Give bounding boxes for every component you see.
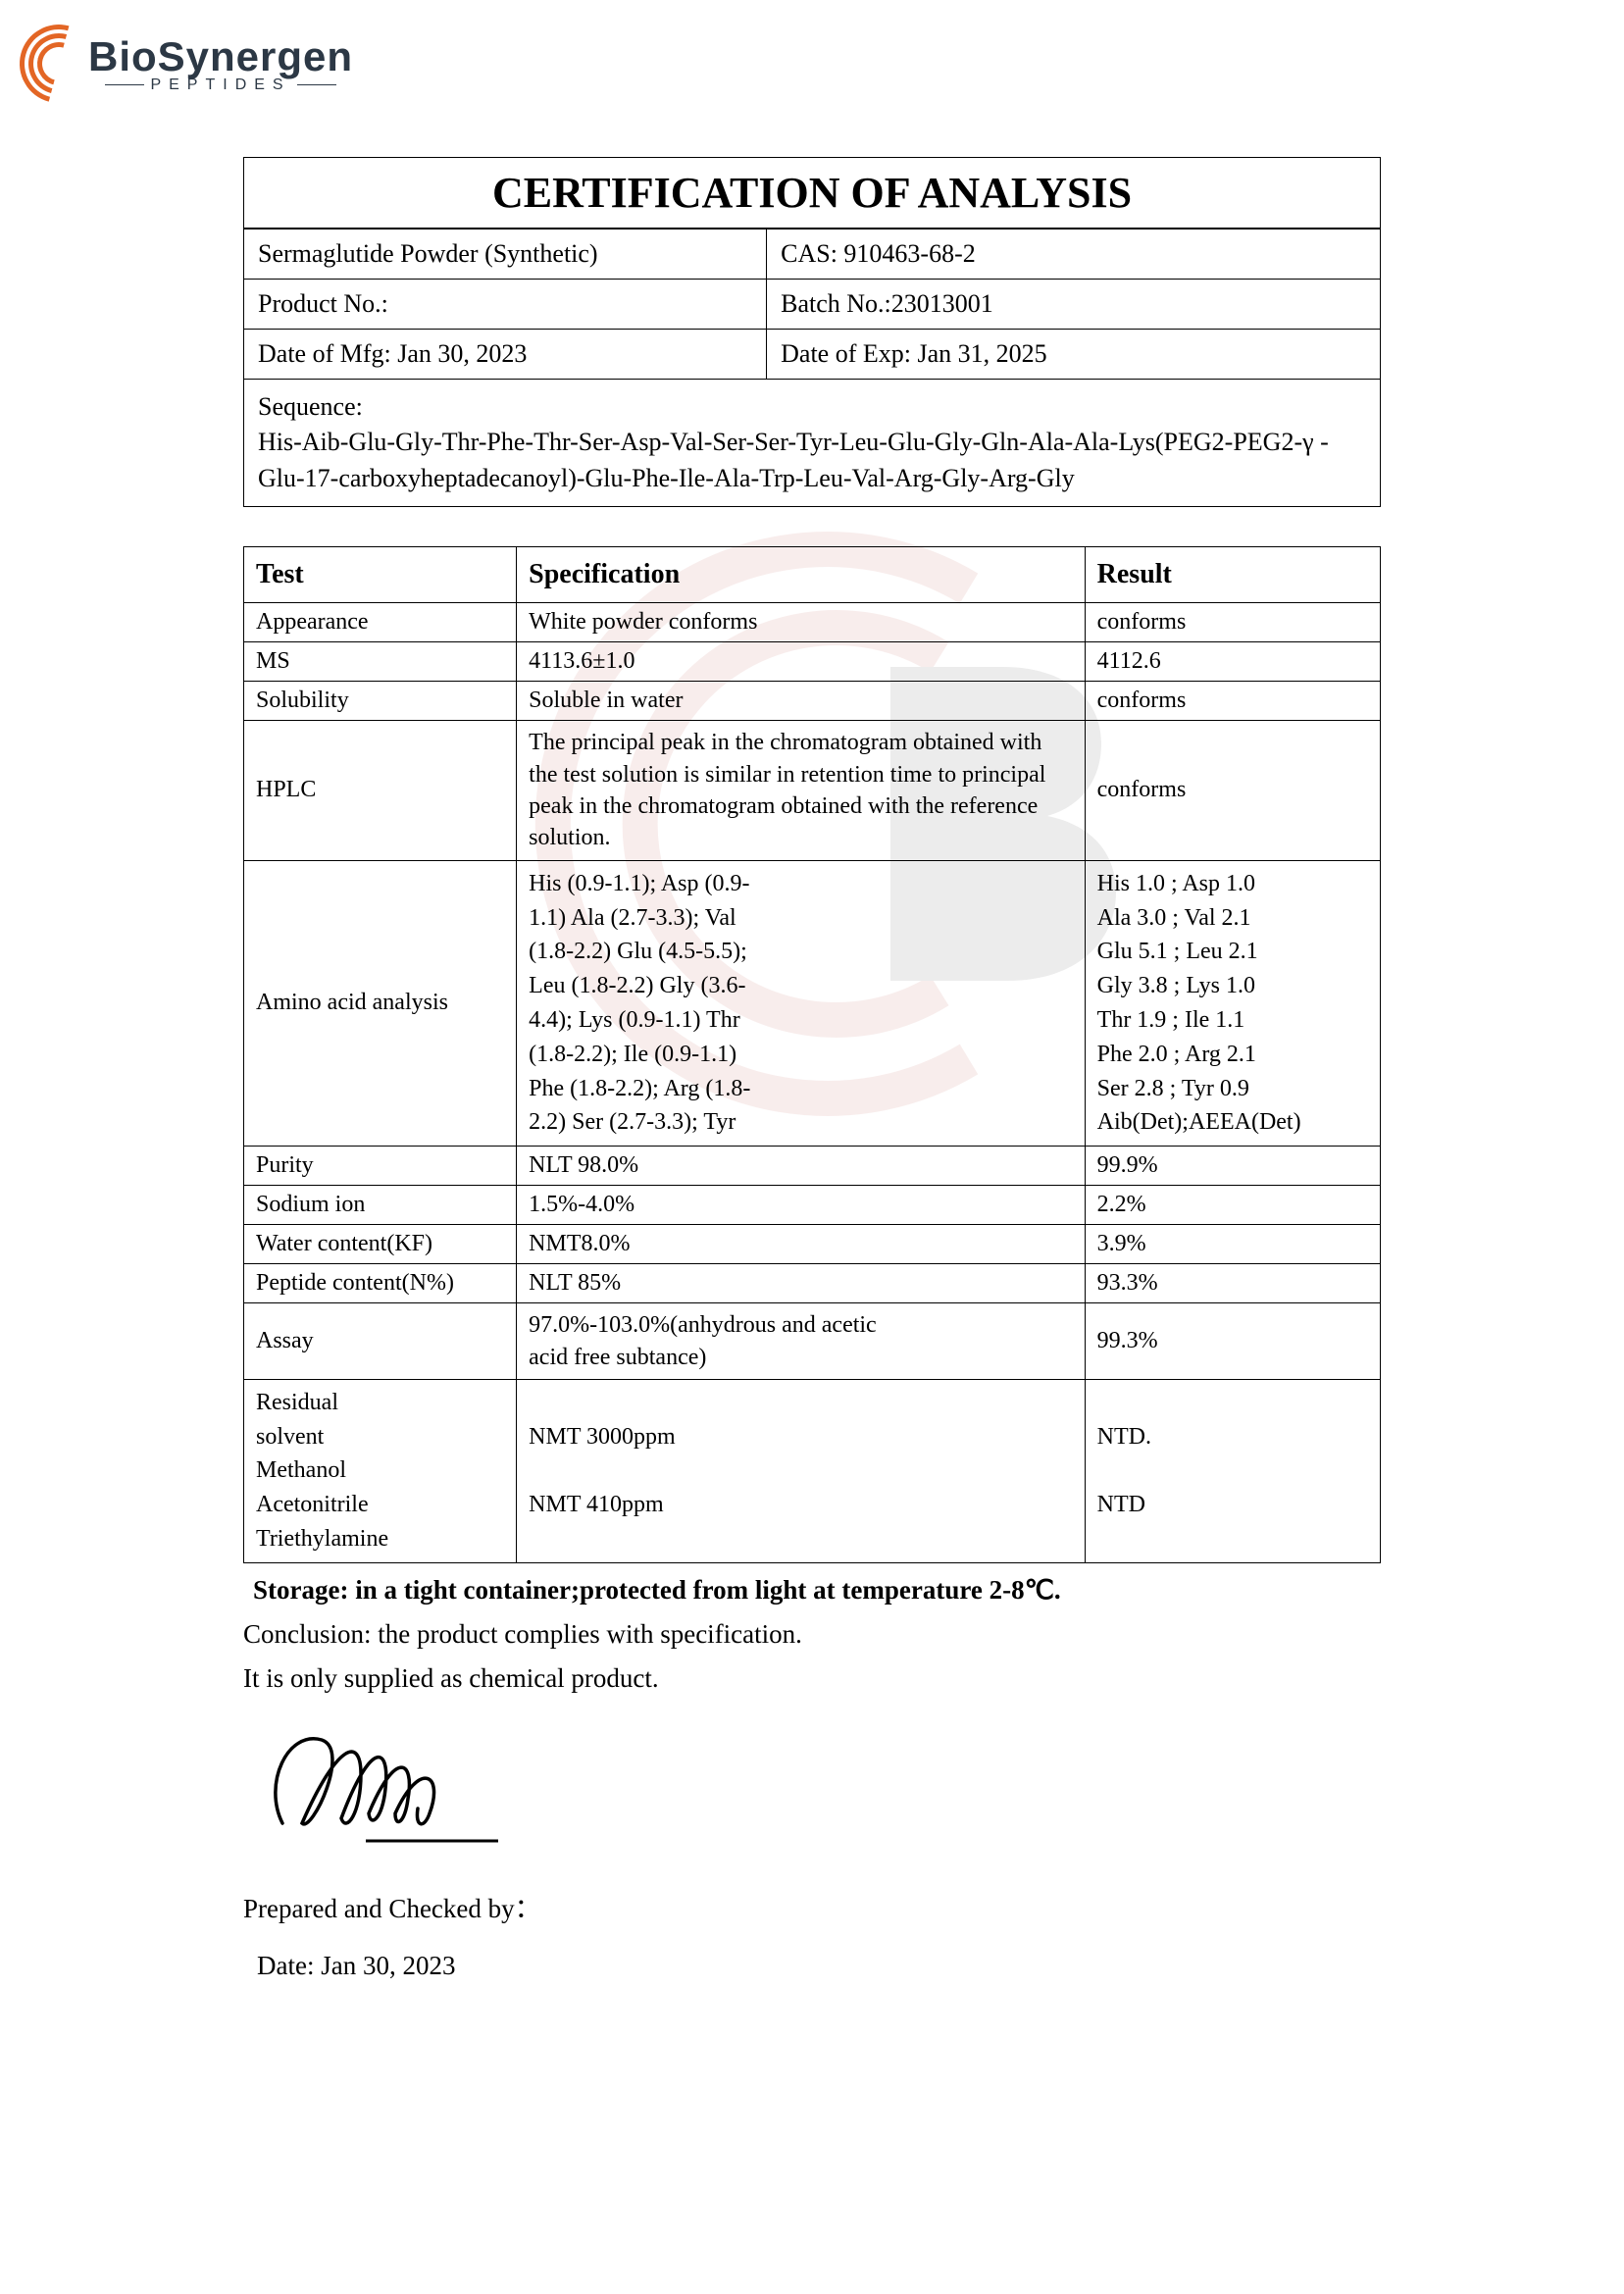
logo-arcs-icon: [20, 25, 98, 103]
result-cell: conforms: [1085, 682, 1380, 721]
test-cell: Assay: [244, 1303, 517, 1380]
storage-line: Storage: in a tight container;protected …: [243, 1575, 1381, 1606]
product-no: Product No.:: [244, 280, 767, 330]
spec-cell: NMT 3000ppm NMT 410ppm: [517, 1379, 1086, 1562]
spec-cell: 1.5%-4.0%: [517, 1186, 1086, 1225]
test-cell: Solubility: [244, 682, 517, 721]
test-cell: Residual solvent Methanol Acetonitrile T…: [244, 1379, 517, 1562]
spec-cell: NLT 85%: [517, 1264, 1086, 1303]
table-row: Purity NLT 98.0% 99.9%: [244, 1147, 1381, 1186]
test-cell: Amino acid analysis: [244, 860, 517, 1146]
test-cell: Peptide content(N%): [244, 1264, 517, 1303]
spec-cell: The principal peak in the chromatogram o…: [517, 721, 1086, 861]
test-cell: HPLC: [244, 721, 517, 861]
result-cell: His 1.0 ; Asp 1.0 Ala 3.0 ; Val 2.1 Glu …: [1085, 860, 1380, 1146]
signature-icon: [253, 1715, 508, 1862]
result-cell: 99.3%: [1085, 1303, 1380, 1380]
col-header-spec: Specification: [517, 547, 1086, 603]
test-cell: Appearance: [244, 603, 517, 642]
document-title: CERTIFICATION OF ANALYSIS: [244, 158, 1380, 229]
table-row: Solubility Soluble in water conforms: [244, 682, 1381, 721]
spec-cell: Soluble in water: [517, 682, 1086, 721]
spec-cell: 97.0%-103.0%(anhydrous and acetic acid f…: [517, 1303, 1086, 1380]
exp-date: Date of Exp: Jan 31, 2025: [767, 330, 1381, 380]
table-row: Appearance White powder conforms conform…: [244, 603, 1381, 642]
results-table: Test Specification Result Appearance Whi…: [243, 546, 1381, 1563]
logo-subtitle: PEPTIDES: [88, 76, 353, 94]
sequence-value: His-Aib-Glu-Gly-Thr-Phe-Thr-Ser-Asp-Val-…: [258, 428, 1329, 491]
footer-date: Date: Jan 30, 2023: [257, 1951, 1381, 1981]
result-cell: 4112.6: [1085, 642, 1380, 682]
spec-cell: NMT8.0%: [517, 1225, 1086, 1264]
signature-block: [253, 1715, 1381, 1867]
result-cell: conforms: [1085, 603, 1380, 642]
cas-number: CAS: 910463-68-2: [767, 229, 1381, 280]
col-header-test: Test: [244, 547, 517, 603]
batch-no: Batch No.:23013001: [767, 280, 1381, 330]
table-row: Residual solvent Methanol Acetonitrile T…: [244, 1379, 1381, 1562]
table-row: Water content(KF) NMT8.0% 3.9%: [244, 1225, 1381, 1264]
spec-cell: White powder conforms: [517, 603, 1086, 642]
test-cell: Purity: [244, 1147, 517, 1186]
spec-cell: His (0.9-1.1); Asp (0.9- 1.1) Ala (2.7-3…: [517, 860, 1086, 1146]
table-row: MS 4113.6±1.0 4112.6: [244, 642, 1381, 682]
logo-brand-text: BioSynergen: [88, 33, 353, 80]
spec-cell: 4113.6±1.0: [517, 642, 1086, 682]
result-cell: 2.2%: [1085, 1186, 1380, 1225]
supply-line: It is only supplied as chemical product.: [243, 1663, 1381, 1694]
prepared-by-line: Prepared and Checked by：: [243, 1887, 1381, 1925]
mfg-date: Date of Mfg: Jan 30, 2023: [244, 330, 767, 380]
table-row: Amino acid analysis His (0.9-1.1); Asp (…: [244, 860, 1381, 1146]
sequence-cell: Sequence: His-Aib-Glu-Gly-Thr-Phe-Thr-Se…: [244, 380, 1381, 507]
spec-cell: NLT 98.0%: [517, 1147, 1086, 1186]
company-logo: BioSynergen PEPTIDES: [20, 25, 353, 103]
table-row: Sodium ion 1.5%-4.0% 2.2%: [244, 1186, 1381, 1225]
result-cell: 99.9%: [1085, 1147, 1380, 1186]
test-cell: MS: [244, 642, 517, 682]
table-row: HPLC The principal peak in the chromatog…: [244, 721, 1381, 861]
result-cell: 3.9%: [1085, 1225, 1380, 1264]
result-cell: 93.3%: [1085, 1264, 1380, 1303]
result-cell: NTD. NTD: [1085, 1379, 1380, 1562]
table-row: Assay 97.0%-103.0%(anhydrous and acetic …: [244, 1303, 1381, 1380]
test-cell: Sodium ion: [244, 1186, 517, 1225]
conclusion-line: Conclusion: the product complies with sp…: [243, 1619, 1381, 1650]
test-cell: Water content(KF): [244, 1225, 517, 1264]
col-header-result: Result: [1085, 547, 1380, 603]
sequence-label: Sequence:: [258, 392, 363, 421]
header-table: CERTIFICATION OF ANALYSIS Sermaglutide P…: [243, 157, 1381, 507]
result-cell: conforms: [1085, 721, 1380, 861]
product-name: Sermaglutide Powder (Synthetic): [244, 229, 767, 280]
table-row: Peptide content(N%) NLT 85% 93.3%: [244, 1264, 1381, 1303]
